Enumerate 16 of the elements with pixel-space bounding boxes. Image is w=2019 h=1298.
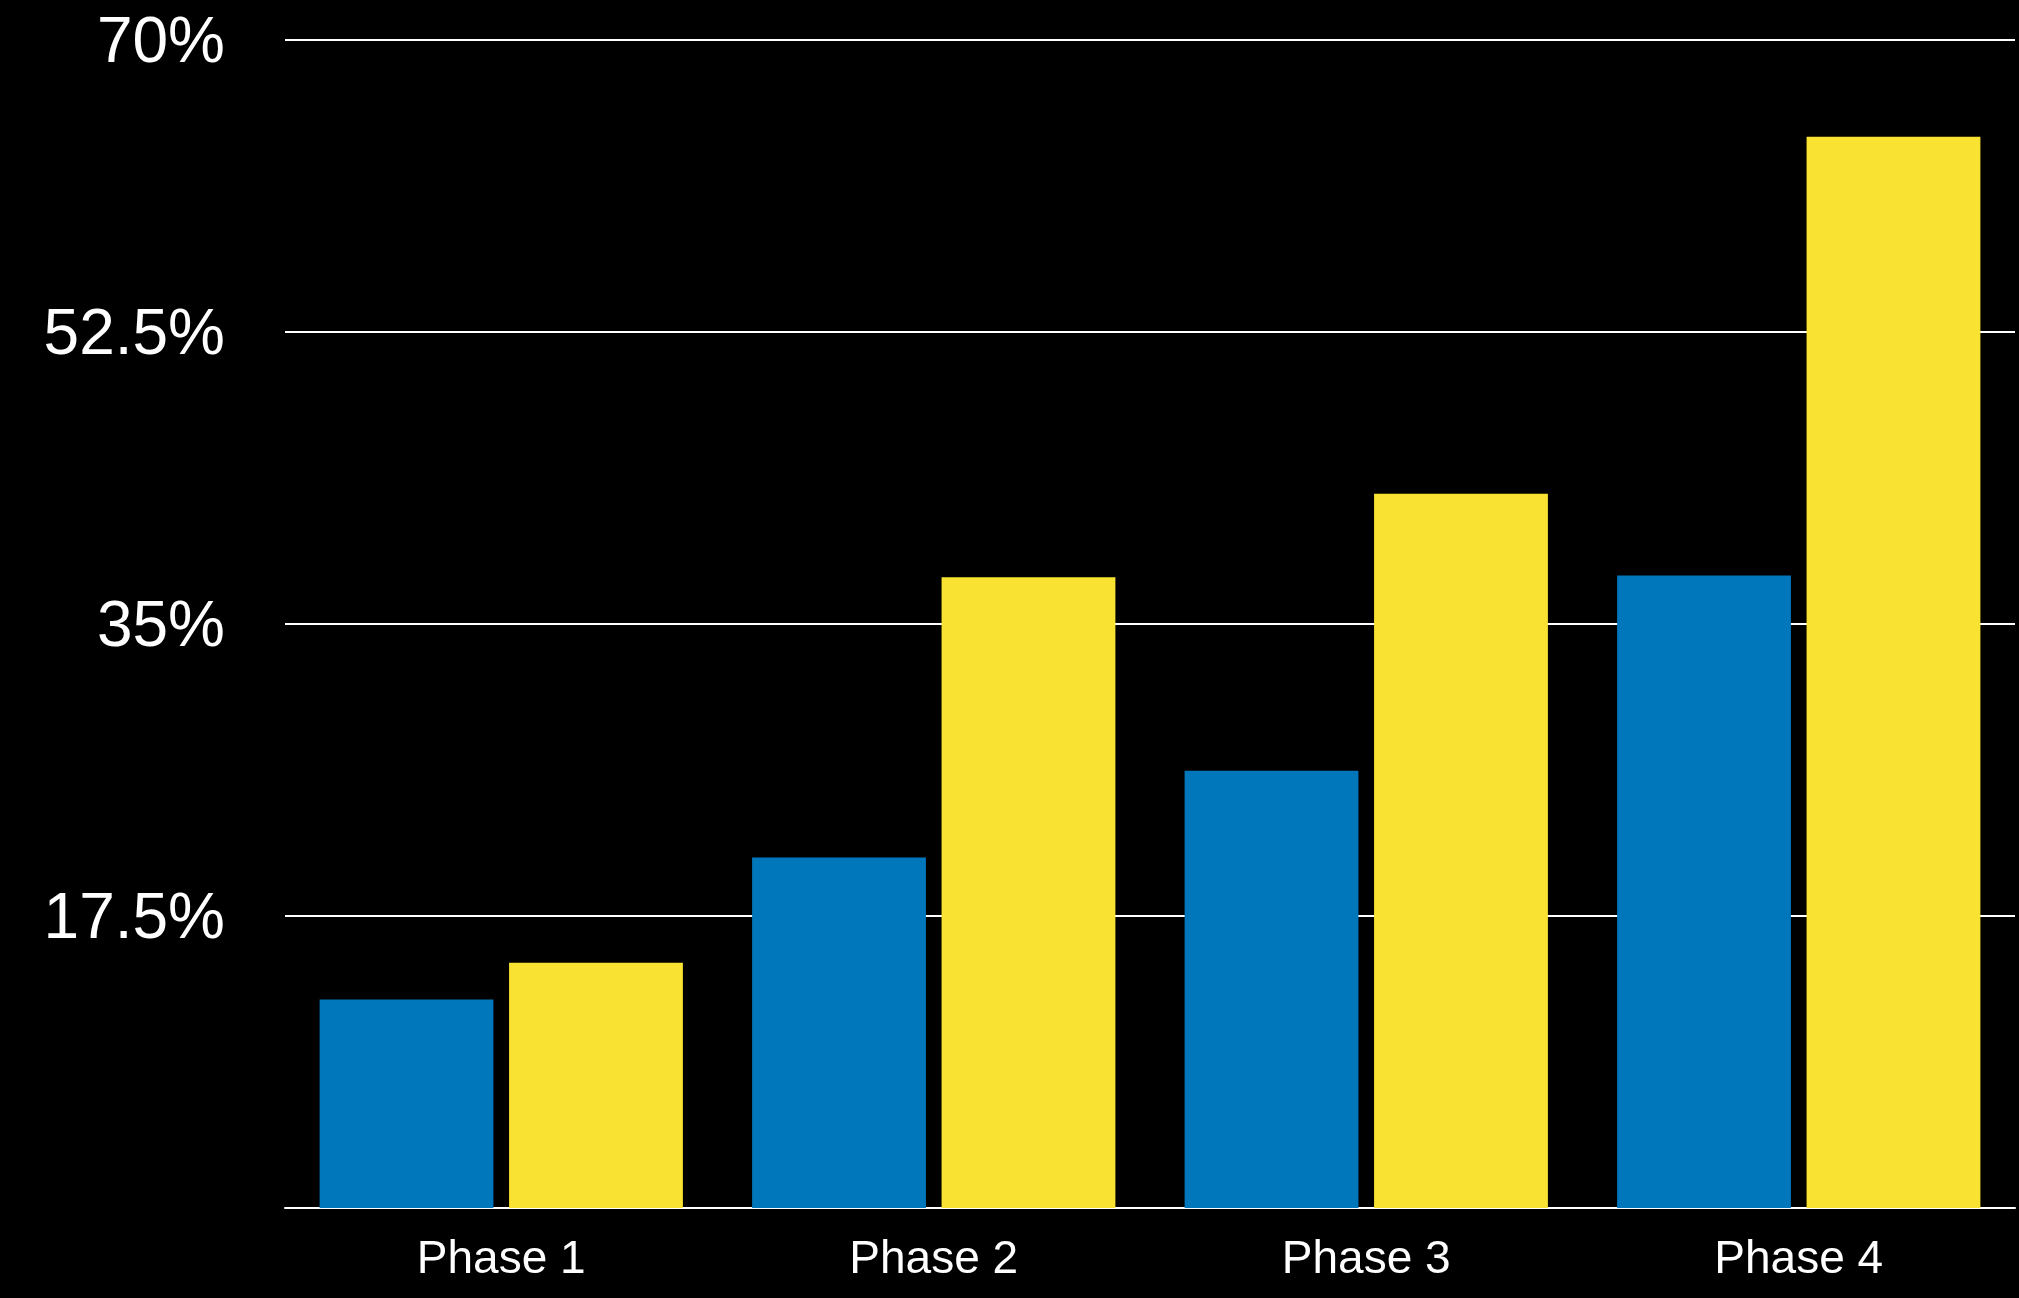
bar [1617, 575, 1791, 1208]
bar [319, 999, 494, 1208]
x-tick-label: Phase 4 [1714, 1231, 1884, 1283]
y-tick-label: 17.5% [43, 880, 225, 952]
y-tick-label: 52.5% [43, 296, 225, 368]
bar [1184, 770, 1359, 1208]
x-tick-label: Phase 3 [1281, 1231, 1451, 1283]
bar [1374, 493, 1548, 1208]
bar [509, 962, 683, 1208]
bar [1806, 136, 1981, 1208]
y-tick-label: 70% [96, 4, 225, 76]
x-tick-label: Phase 2 [849, 1231, 1019, 1283]
bar [752, 857, 926, 1208]
y-tick-label: 35% [96, 588, 225, 660]
x-tick-label: Phase 1 [416, 1231, 586, 1283]
bar [941, 577, 1116, 1208]
